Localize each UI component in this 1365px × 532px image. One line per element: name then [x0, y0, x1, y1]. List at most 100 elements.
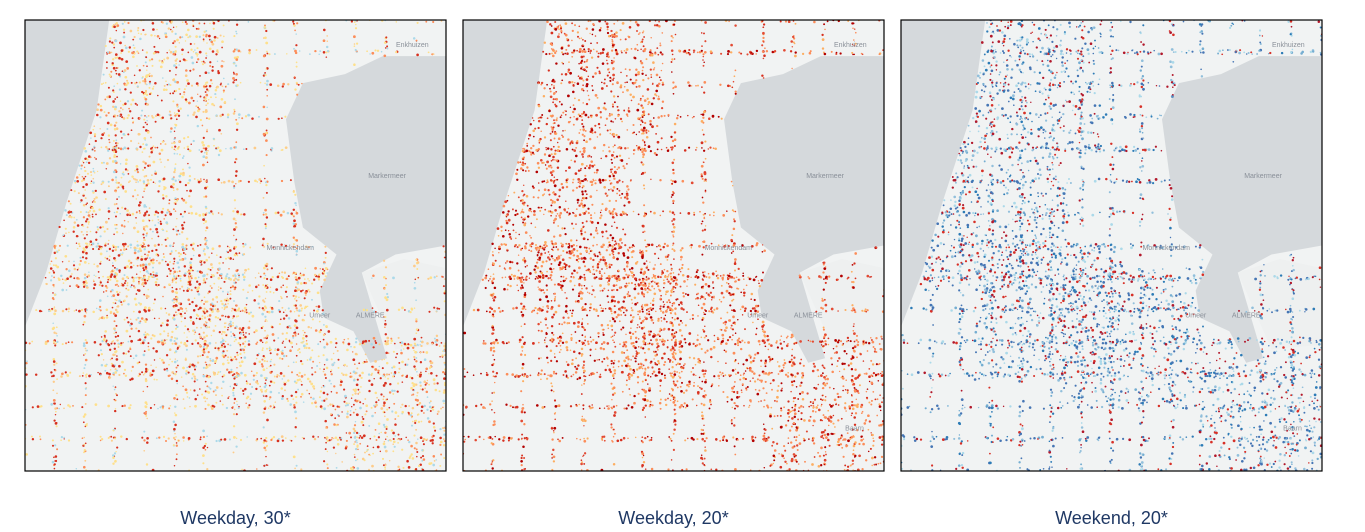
dot	[187, 437, 191, 440]
dot	[519, 161, 522, 164]
dot	[205, 241, 207, 244]
dot	[144, 363, 148, 366]
dot	[167, 83, 170, 86]
dot	[791, 406, 794, 409]
dot	[139, 249, 143, 252]
dot	[385, 351, 388, 355]
dot	[67, 307, 71, 310]
dot	[116, 142, 119, 145]
dot	[253, 146, 257, 150]
dot	[127, 147, 130, 150]
dot	[242, 348, 245, 352]
dot	[847, 439, 850, 443]
dot	[222, 35, 225, 38]
dot	[65, 232, 67, 235]
dot	[142, 225, 146, 229]
dot	[411, 377, 414, 380]
dot	[268, 53, 271, 56]
dot	[558, 339, 562, 343]
dot	[142, 233, 145, 236]
dot	[61, 372, 64, 376]
dot	[279, 372, 283, 375]
dot	[423, 404, 426, 408]
dot	[65, 268, 68, 271]
dot	[93, 283, 97, 286]
dot	[647, 366, 650, 369]
dot	[285, 331, 289, 335]
dot	[264, 181, 268, 184]
dot	[703, 390, 706, 392]
dot	[761, 328, 764, 331]
dot	[192, 242, 195, 246]
dot	[273, 375, 276, 378]
dot	[142, 147, 145, 150]
dot	[282, 284, 284, 287]
dot	[161, 322, 164, 325]
dot	[190, 319, 192, 322]
dot	[196, 342, 200, 345]
dot	[249, 392, 253, 395]
dot	[138, 310, 141, 314]
dot	[364, 413, 367, 416]
dot	[266, 310, 269, 313]
dot	[376, 396, 378, 399]
dot	[173, 148, 176, 151]
dot	[385, 428, 388, 430]
dot	[362, 402, 364, 405]
dot	[296, 373, 299, 376]
dot	[134, 178, 137, 181]
dot	[66, 277, 69, 281]
dot	[324, 256, 327, 259]
dot	[439, 443, 442, 447]
dot	[330, 373, 333, 376]
dot	[241, 273, 245, 276]
dot	[192, 113, 195, 116]
dot	[178, 180, 182, 184]
dot	[417, 344, 419, 347]
dot	[233, 62, 235, 65]
dot	[294, 319, 298, 323]
dot	[732, 334, 734, 336]
dot	[850, 414, 853, 417]
dot	[172, 279, 175, 282]
dot	[34, 373, 38, 376]
dot	[174, 423, 177, 427]
dot	[295, 464, 298, 467]
dot	[150, 34, 153, 37]
dot	[208, 290, 211, 293]
dot	[546, 83, 548, 86]
dot	[638, 131, 640, 133]
dot	[221, 375, 224, 378]
dot	[282, 210, 285, 213]
dot	[237, 113, 241, 116]
dot	[415, 383, 418, 386]
dot	[440, 407, 443, 410]
dot	[317, 436, 319, 438]
dot	[186, 145, 189, 148]
dot	[433, 382, 436, 385]
dot	[198, 344, 202, 347]
dot	[255, 380, 258, 384]
dot	[227, 343, 229, 346]
dot	[278, 375, 281, 377]
dot	[261, 349, 264, 352]
dot	[377, 369, 380, 373]
dot	[197, 286, 200, 290]
dot	[131, 212, 135, 216]
dot	[198, 214, 202, 217]
dot	[205, 117, 208, 120]
dot	[241, 309, 244, 312]
dot	[58, 225, 61, 229]
dot	[305, 346, 308, 350]
dot	[146, 253, 150, 257]
dot	[401, 374, 404, 377]
dot	[220, 314, 223, 317]
dot	[134, 169, 137, 172]
dot	[106, 53, 108, 55]
dot	[144, 306, 147, 309]
dot	[205, 57, 207, 59]
dot	[197, 53, 199, 55]
dot	[104, 369, 107, 372]
dot	[148, 59, 152, 62]
dot	[76, 235, 79, 238]
